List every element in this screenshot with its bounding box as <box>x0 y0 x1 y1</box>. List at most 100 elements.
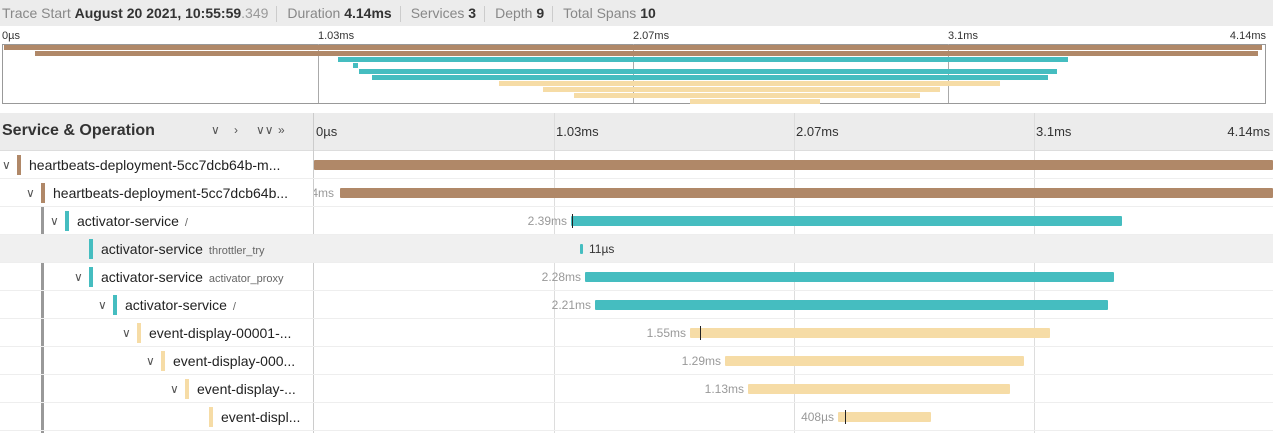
operation-name: / <box>184 217 188 229</box>
separator <box>552 6 554 23</box>
minimap-span-bar <box>574 93 920 98</box>
time-tick-label: 3.1ms <box>1036 124 1072 139</box>
span-name: event-displ... <box>221 409 300 425</box>
span-name: activator-service / <box>77 213 188 229</box>
service-color <box>17 155 21 175</box>
toggle-icon[interactable]: ∨ <box>50 214 59 228</box>
span-name: activator-service activator_proxy <box>101 269 284 285</box>
operation-name: throttler_try <box>208 245 265 257</box>
minimap <box>2 44 1266 104</box>
span-row[interactable]: ∨ heartbeats-deployment-5cc7dcb64b-m... <box>0 151 1273 179</box>
span-name: heartbeats-deployment-5cc7dcb64b-m... <box>29 157 280 173</box>
service-color <box>137 323 141 343</box>
time-tick-label: 0µs <box>316 124 338 139</box>
minimap-span-bar <box>353 63 358 68</box>
time-tick-label: 2.07ms <box>796 124 839 139</box>
header-item: Depth 9 <box>495 5 544 21</box>
span-duration: 11µs <box>589 242 615 256</box>
span-name: event-display-000... <box>173 353 295 369</box>
column-title: Service & Operation <box>2 122 155 139</box>
span-row[interactable]: ∨ event-display-00001-... 1.55ms <box>0 319 1273 347</box>
span-duration: 1.13ms <box>704 382 744 396</box>
header-item: Services 3 <box>411 5 476 21</box>
header-item: Duration 4.14ms <box>287 5 391 21</box>
span-duration: 2.39ms <box>527 214 567 228</box>
span-bar[interactable] <box>585 272 1114 282</box>
span-bar[interactable] <box>340 188 1273 198</box>
span-row[interactable]: activator-service throttler_try 11µs <box>0 235 1273 263</box>
toggle-icon[interactable]: ∨ <box>98 298 107 312</box>
span-duration: 4ms <box>314 186 334 200</box>
minimap-tick-label: 2.07ms <box>633 30 670 42</box>
service-color <box>41 183 45 203</box>
span-row[interactable]: ∨ activator-service / 2.39ms <box>0 207 1273 235</box>
span-bar[interactable] <box>580 244 583 254</box>
service-name: event-display-00001-... <box>149 325 292 341</box>
toggle-icon[interactable]: ∨ <box>74 270 83 284</box>
collapse-one-icon[interactable]: ∨ <box>211 123 220 137</box>
service-color <box>161 351 165 371</box>
header-value: 9 <box>536 5 545 21</box>
service-name: activator-service <box>101 269 203 285</box>
service-name: activator-service <box>125 297 227 313</box>
span-name: activator-service / <box>125 297 236 313</box>
service-color <box>65 211 69 231</box>
minimap-tick-label: 1.03ms <box>318 30 355 42</box>
operation-name: / <box>232 301 236 313</box>
header-item: Total Spans 10 <box>563 5 656 21</box>
span-name: event-display-... <box>197 381 296 397</box>
header-label: Total Spans <box>563 5 637 21</box>
expand-one-icon[interactable]: › <box>234 123 238 137</box>
span-bar[interactable] <box>725 356 1024 366</box>
span-bar[interactable] <box>314 160 1273 170</box>
span-row[interactable]: ∨ heartbeats-deployment-5cc7dcb64b... 4ms <box>0 179 1273 207</box>
separator <box>276 6 278 23</box>
span-row[interactable]: event-displ... 408µs <box>0 403 1273 431</box>
header-label: Trace Start <box>2 5 71 21</box>
toggle-icon[interactable]: ∨ <box>146 354 155 368</box>
minimap-span-bar <box>35 51 1258 56</box>
span-bar[interactable] <box>571 216 1122 226</box>
timeline-header <box>0 113 1273 151</box>
expand-all-icon[interactable]: » <box>278 123 285 137</box>
time-tick-label: 1.03ms <box>556 124 599 139</box>
span-row[interactable]: ∨ activator-service / 2.21ms <box>0 291 1273 319</box>
minimap-tick-label: 3.1ms <box>948 30 978 42</box>
toggle-icon[interactable]: ∨ <box>170 382 179 396</box>
span-bar[interactable] <box>838 412 931 422</box>
span-bar[interactable] <box>595 300 1108 310</box>
service-name: activator-service <box>101 241 203 257</box>
header-value: August 20 2021, 10:55:59 <box>74 5 242 21</box>
span-bar[interactable] <box>748 384 1010 394</box>
minimap-span-bar <box>690 99 820 104</box>
minimap-span-bar <box>4 45 1262 50</box>
span-row[interactable]: ∨ event-display-000... 1.29ms <box>0 347 1273 375</box>
span-name: event-display-00001-... <box>149 325 291 341</box>
minimap-span-bar <box>543 87 940 92</box>
toggle-icon[interactable]: ∨ <box>122 326 131 340</box>
minimap-tick-label: 0µs <box>2 30 20 42</box>
tree-guide <box>41 207 44 433</box>
span-bar[interactable] <box>690 328 1050 338</box>
header-label: Services <box>410 5 465 21</box>
header-value: 4.14ms <box>344 5 392 21</box>
span-row[interactable]: ∨ activator-service activator_proxy 2.28ms <box>0 263 1273 291</box>
service-name: event-display-000... <box>173 353 296 369</box>
log-tick <box>845 410 846 424</box>
operation-name: activator_proxy <box>208 273 284 285</box>
pane-divider[interactable] <box>313 113 314 433</box>
span-duration: 1.55ms <box>646 326 686 340</box>
minimap-span-bar <box>372 75 1048 80</box>
minimap-span-bar <box>338 57 1068 62</box>
toggle-icon[interactable]: ∨ <box>2 158 11 172</box>
separator <box>484 6 486 23</box>
minimap-span-bar <box>359 69 1057 74</box>
service-color <box>185 379 189 399</box>
toggle-icon[interactable]: ∨ <box>26 186 35 200</box>
header-value: 10 <box>640 5 656 21</box>
collapse-all-icon[interactable]: ∨∨ <box>256 123 274 137</box>
service-name: heartbeats-deployment-5cc7dcb64b-m... <box>29 157 281 173</box>
span-duration: 2.28ms <box>541 270 581 284</box>
span-row[interactable]: ∨ event-display-... 1.13ms <box>0 375 1273 403</box>
